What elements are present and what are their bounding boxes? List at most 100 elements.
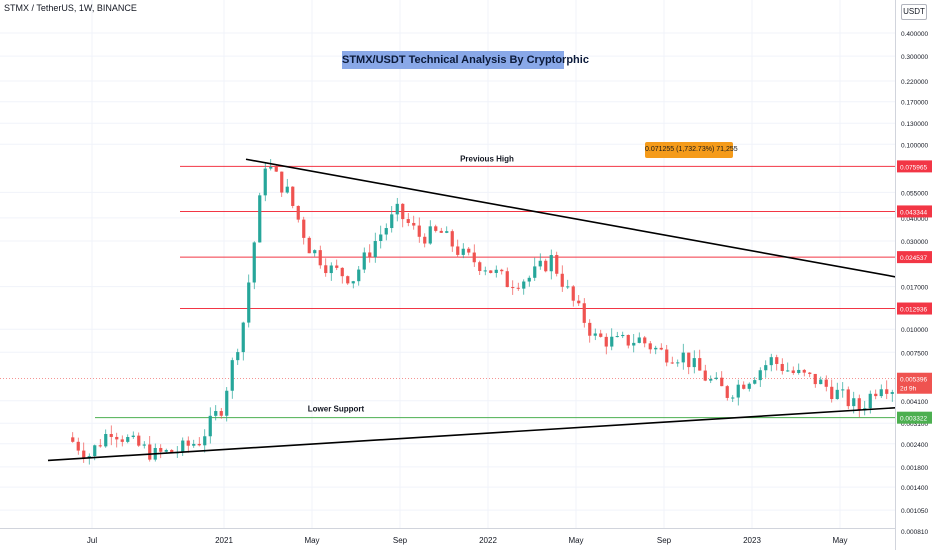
time-tick-label: May [304, 536, 319, 545]
candle-body [181, 440, 185, 453]
current-price-label: 0.005396 [900, 377, 927, 384]
candle-body [808, 372, 812, 374]
symbol-title: STMX / TetherUS, 1W, BINANCE [4, 3, 137, 13]
candle-body [494, 269, 498, 273]
candle-body [390, 214, 394, 229]
candle-body [841, 389, 845, 391]
level-badge [897, 251, 932, 264]
price-tick-label: 0.001800 [901, 465, 928, 472]
price-tick-label: 0.002400 [901, 442, 928, 449]
price-tick-label: 0.130000 [901, 121, 928, 128]
candle-body [527, 277, 531, 282]
price-tick-label: 0.001400 [901, 485, 928, 492]
plot-area[interactable]: Previous High Lower Support STMX / Tether… [0, 0, 932, 532]
candle-body [764, 365, 768, 371]
candle-body [335, 265, 339, 268]
candle-body [703, 370, 707, 381]
trendline [47, 404, 932, 462]
candle-body [76, 441, 80, 451]
candle-body [351, 281, 355, 284]
chart-title: STMX/USDT Technical Analysis By Cryptorp… [342, 51, 589, 69]
candle-body [126, 437, 130, 442]
candle-body [456, 246, 460, 255]
price-chart-svg: Previous High Lower Support [0, 0, 932, 532]
candle-body [505, 271, 509, 288]
candle-body [318, 250, 322, 266]
price-tick-label: 0.100000 [901, 142, 928, 149]
price-tick-label: 0.003100 [901, 421, 928, 428]
candle-body [274, 166, 278, 172]
candle-body [395, 203, 399, 215]
candle-body [670, 362, 674, 364]
price-tick-label: 0.220000 [901, 79, 928, 86]
price-tick-label: 0.007500 [901, 350, 928, 357]
price-tick-label: 0.017000 [901, 285, 928, 292]
candle-body [445, 231, 449, 233]
candle-body [769, 357, 773, 366]
candle-body [192, 443, 196, 446]
candle-body [104, 434, 108, 447]
candle-body [615, 336, 619, 338]
candle-body [170, 449, 174, 453]
candle-body [500, 269, 504, 272]
candle-body [186, 440, 190, 446]
price-tick-label: 0.010000 [901, 327, 928, 334]
candle-body [560, 273, 564, 287]
level-badge [897, 160, 932, 173]
candle-body [511, 287, 515, 289]
price-tick-label: 0.030000 [901, 239, 928, 246]
candle-body [758, 370, 762, 381]
candle-body [346, 276, 350, 284]
candle-body [483, 270, 487, 272]
candle-body [467, 248, 471, 253]
candle-body [791, 370, 795, 373]
candle-body [698, 358, 702, 371]
candle-body [835, 389, 839, 400]
candle-body [632, 342, 636, 346]
time-tick-label: May [568, 536, 583, 545]
candle-body [588, 322, 592, 336]
candle-body [577, 300, 581, 304]
candle-body [681, 352, 685, 363]
candle-body [373, 241, 377, 258]
candle-body [324, 265, 328, 274]
candle-body [236, 352, 240, 361]
candle-body [197, 443, 201, 446]
candle-body [296, 205, 300, 220]
time-tick-label: Sep [393, 536, 408, 545]
candle-body [709, 378, 713, 381]
candle-body [725, 386, 729, 398]
level-badge-label: 0.024537 [900, 255, 927, 262]
candle-body [461, 248, 465, 255]
candle-body [203, 436, 207, 446]
time-tick-label: Sep [657, 536, 672, 545]
candle-body [824, 379, 828, 387]
candle-body [648, 343, 652, 350]
candle-body [720, 377, 724, 387]
time-tick-label: 2022 [479, 536, 497, 545]
time-axis[interactable]: Jul2021MaySep2022MaySep2023MaySep2024May… [0, 528, 932, 551]
level-badge-label: 0.012936 [900, 307, 927, 314]
candle-body [516, 287, 520, 289]
candle-body [676, 362, 680, 364]
candle-body [87, 456, 91, 459]
candle-body [522, 281, 526, 289]
candle-body [247, 282, 251, 323]
level-badge-label: 0.075965 [900, 164, 927, 171]
candle-body [874, 393, 878, 397]
currency-label[interactable]: USDT [901, 4, 927, 20]
price-axis[interactable]: 0.400000 0.300000 0.220000 0.170000 0.130000… [895, 0, 932, 550]
candle-body [813, 373, 817, 385]
candle-body [417, 225, 421, 237]
candle-body [131, 435, 135, 438]
level-badge-label: 0.003322 [900, 416, 927, 423]
level-badge [897, 302, 932, 315]
price-tick-label: 0.004100 [901, 399, 928, 406]
candle-body [819, 379, 823, 385]
candle-body [489, 270, 493, 273]
candle-body [368, 252, 372, 258]
current-price-badge [897, 372, 932, 394]
candle-body [857, 398, 861, 411]
countdown-label: 2d 9h [900, 386, 917, 393]
candle-body [626, 334, 630, 346]
